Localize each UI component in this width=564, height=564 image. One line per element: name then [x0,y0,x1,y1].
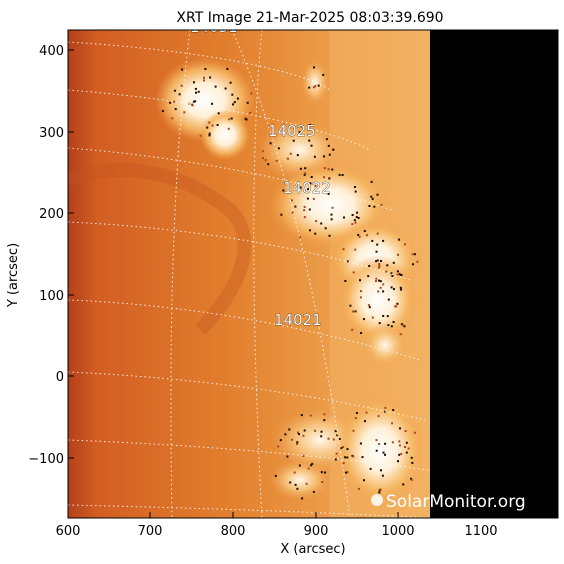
plot-frame [67,29,559,519]
region-label-14021: 14021 [274,311,322,329]
solarmonitor-watermark: SolarMonitor.org [371,492,526,512]
chart-title: XRT Image 21-Mar-2025 08:03:39.690 [176,10,443,26]
y-tick-label: 100 [39,289,64,304]
region-label-14031: 14031 [190,18,238,36]
heliographic-grid [68,30,431,518]
y-axis-label: Y (arcsec) [6,243,21,308]
x-tick-label: 1000 [381,524,414,539]
off-disk-region [430,30,558,518]
x-axis-label: X (arcsec) [280,542,345,557]
sun-logo-icon [371,494,383,506]
y-tick-label: 200 [39,207,64,222]
southern-bright-region [270,395,425,505]
y-tick-label: 300 [39,126,64,141]
x-tick-label: 600 [56,524,81,539]
x-tick-label: 700 [138,524,163,539]
x-axis: 600 700 800 900 1000 1100 X (arcsec) [56,512,498,557]
y-tick-label: −100 [28,452,64,467]
x-tick-label: 800 [221,524,246,539]
pixel-speckles [161,66,419,500]
watermark-text: SolarMonitor.org [386,492,526,512]
x-tick-label: 1100 [464,524,497,539]
region-label-14025: 14025 [268,122,316,140]
active-region-14021 [338,255,418,367]
y-tick-label: 0 [56,370,64,385]
active-region-14031 [155,58,329,160]
y-axis: 400 300 200 100 0 −100 Y (arcsec) [6,44,74,467]
solar-disk-image: 14031 14025 14022 14021 SolarMonitor.org [68,18,558,518]
region-label-14022: 14022 [283,179,331,197]
y-tick-label: 400 [39,44,64,59]
x-tick-label: 900 [304,524,329,539]
